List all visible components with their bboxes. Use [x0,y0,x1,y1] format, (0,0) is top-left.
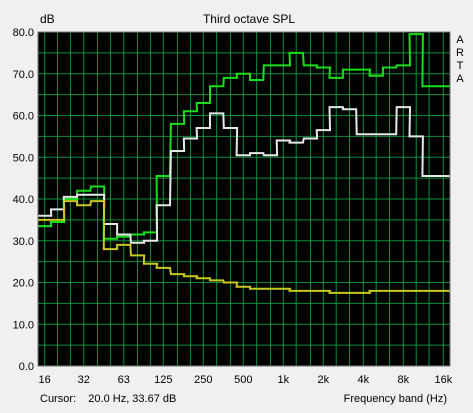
arta-letter: R [456,47,464,59]
x-tick-label: 250 [194,374,212,386]
y-tick-label: 30.0 [13,236,34,248]
y-axis-label: dB [40,12,55,26]
y-tick-label: 70.0 [13,69,34,81]
cursor-readout: Cursor: 20.0 Hz, 33.67 dB [40,393,176,405]
arta-letter: T [457,60,464,72]
x-tick-label: 125 [154,374,172,386]
y-tick-label: 10.0 [13,319,34,331]
x-tick-label: 16k [434,374,452,386]
chart-title: Third octave SPL [203,12,295,26]
arta-letter: A [456,73,464,85]
y-tick-labels: 0.0 10.0 20.0 30.0 40.0 50.0 60.0 70.0 80.0 [13,27,34,373]
x-tick-label: 500 [234,374,252,386]
series-layer [38,33,450,294]
x-axis-label: Frequency band (Hz) [344,393,447,405]
y-tick-label: 40.0 [13,194,34,206]
x-tick-label: 32 [78,374,90,386]
x-tick-label: 16 [39,374,51,386]
x-tick-label: 8k [398,374,410,386]
x-tick-labels: 16 32 63 125 250 500 1k 2k 4k 8k 16k [39,374,453,386]
y-tick-label: 80.0 [13,27,34,39]
y-tick-label: 60.0 [13,111,34,123]
plot-frame [37,31,451,367]
x-tick-label: 2k [318,374,330,386]
arta-letter: A [456,34,464,46]
series-line-3 [38,200,450,294]
x-tick-label: 1k [278,374,290,386]
y-tick-label: 0.0 [19,361,34,373]
y-tick-label: 20.0 [13,278,34,290]
series-line-1 [38,33,450,240]
y-tick-label: 50.0 [13,152,34,164]
x-tick-label: 4k [358,374,370,386]
x-tick-label: 63 [118,374,130,386]
